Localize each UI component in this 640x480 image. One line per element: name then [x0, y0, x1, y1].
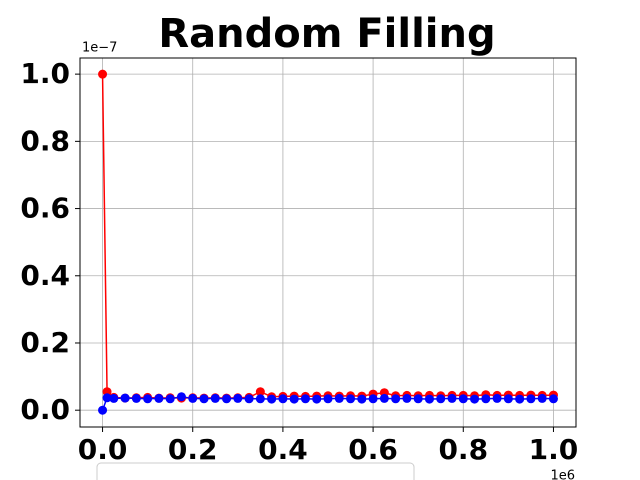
- x-tick-label: 0.6: [348, 433, 398, 466]
- point: [102, 393, 112, 403]
- x-tick-label: 0.2: [168, 433, 218, 466]
- point: [109, 393, 119, 403]
- point: [357, 394, 367, 404]
- point: [98, 69, 108, 79]
- point: [233, 393, 243, 403]
- point: [300, 394, 310, 404]
- y-tick-label: 0.6: [20, 192, 70, 225]
- point: [368, 394, 378, 404]
- x-tick-label: 0.4: [258, 433, 308, 466]
- y-offset-label: 1e−7: [82, 41, 117, 56]
- point: [402, 393, 412, 403]
- point: [289, 394, 299, 404]
- point: [458, 394, 468, 404]
- y-tick-label: 0.4: [20, 259, 70, 292]
- point: [391, 394, 401, 404]
- point: [176, 392, 186, 402]
- point: [244, 394, 254, 404]
- point: [255, 387, 265, 397]
- point: [267, 394, 277, 404]
- x-tick-label: 1.0: [529, 433, 579, 466]
- point: [548, 394, 558, 404]
- point: [323, 394, 333, 404]
- point: [154, 393, 164, 403]
- x-tick-label: 0.0: [78, 433, 128, 466]
- y-tick-label: 0.0: [20, 393, 70, 426]
- y-tick-label: 0.2: [20, 326, 70, 359]
- point: [503, 394, 513, 404]
- x-tick-label: 0.8: [438, 433, 488, 466]
- point: [537, 393, 547, 403]
- point: [98, 405, 108, 415]
- point: [492, 393, 502, 403]
- plot-frame: [79, 57, 577, 428]
- chart-title: Random Filling: [158, 11, 495, 57]
- y-tick-label: 0.8: [20, 124, 70, 157]
- point: [143, 394, 153, 404]
- point: [312, 394, 322, 404]
- point: [526, 394, 536, 404]
- y-tick-label: 1.0: [20, 57, 70, 90]
- x-offset-label: 1e6: [550, 469, 575, 480]
- point: [379, 393, 389, 403]
- point: [131, 393, 141, 403]
- point: [165, 394, 175, 404]
- point: [470, 394, 480, 404]
- point: [278, 394, 288, 404]
- point: [199, 394, 209, 404]
- point: [222, 394, 232, 404]
- point: [188, 393, 198, 403]
- point: [424, 394, 434, 404]
- point: [481, 394, 491, 404]
- point: [447, 393, 457, 403]
- point: [413, 394, 423, 404]
- point: [515, 394, 525, 404]
- point: [346, 394, 356, 404]
- legend-box: [96, 462, 415, 480]
- point: [255, 394, 265, 404]
- point: [210, 393, 220, 403]
- point: [334, 393, 344, 403]
- point: [120, 393, 130, 403]
- point: [436, 394, 446, 404]
